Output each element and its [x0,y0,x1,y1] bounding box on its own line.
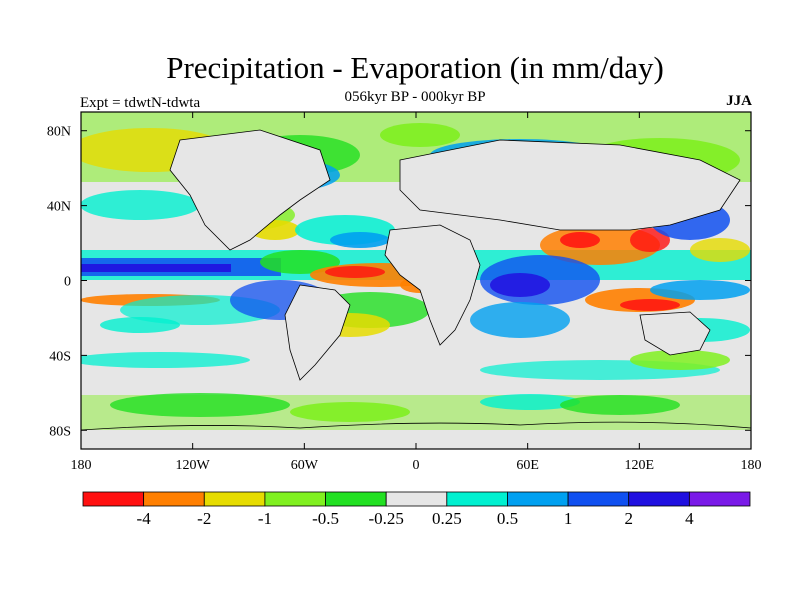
lon-tick-label: 120E [625,458,655,473]
colorbar-label: -0.25 [368,509,403,528]
field-layer [81,112,751,449]
colorbar-swatch [628,491,690,507]
colorbar-label: -0.5 [312,509,339,528]
colorbar-swatch [264,491,326,507]
colorbar-label: 0.5 [497,509,518,528]
colorbar-swatch [446,491,508,507]
latitude-axis: 80N 40N 0 40S 80S [47,125,751,439]
lon-tick-label: 60E [516,458,539,473]
colorbar-label: -4 [137,509,152,528]
colorbar: -4 -2 -1 -0.5 -0.25 0.25 0.5 1 2 4 [82,491,751,528]
colorbar-swatch [325,491,387,507]
colorbar-swatch [203,491,266,507]
lat-tick-label: 0 [64,275,71,290]
colorbar-label: -1 [258,509,272,528]
lat-tick-label: 40S [49,349,71,364]
lon-tick-label: 120W [176,458,211,473]
colorbar-label: -2 [197,509,211,528]
map-subtitle: 056kyr BP - 000kyr BP [344,89,486,105]
colorbar-label: 4 [685,509,694,528]
lon-tick-label: 180 [741,458,762,473]
lon-tick-label: 60W [291,458,319,473]
colorbar-swatch [567,491,630,507]
colorbar-label: 2 [624,509,633,528]
colorbar-label: 0.25 [432,509,462,528]
experiment-label: Expt = tdwtN-tdwta [80,95,201,111]
colorbar-swatch [82,491,145,507]
colorbar-swatch [507,491,569,507]
colorbar-swatch [143,491,205,507]
lat-tick-label: 40N [47,200,71,215]
colorbar-swatch [688,491,751,507]
lon-tick-label: 180 [71,458,92,473]
lat-tick-label: 80S [49,424,71,439]
longitude-axis: 180 120W 60W 0 60E 120E 180 [71,112,762,473]
lat-tick-label: 80N [47,125,71,140]
map-title: Precipitation - Evaporation (in mm/day) [166,50,664,85]
colorbar-label: 1 [564,509,573,528]
lon-tick-label: 0 [413,458,420,473]
season-label: JJA [726,93,752,109]
colorbar-swatch [385,491,448,507]
